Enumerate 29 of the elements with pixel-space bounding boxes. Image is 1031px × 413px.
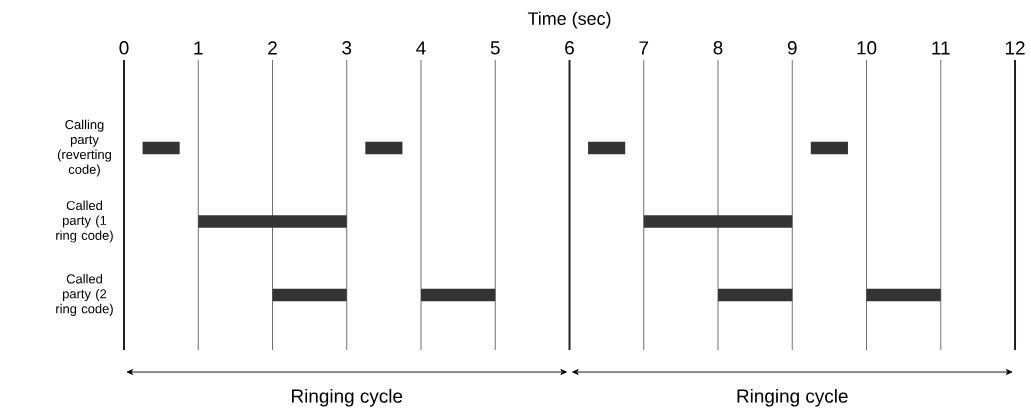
x-tick-label: 8 (713, 41, 723, 55)
y-tick-label: Called party (1 ring code) (56, 200, 113, 243)
x-tick-label: 3 (342, 41, 352, 55)
bar (866, 288, 941, 302)
x-tick-label: 2 (268, 41, 277, 55)
x-tick-label: 6 (565, 41, 574, 55)
x-tick-label: 5 (490, 41, 500, 55)
x-axis-title: Time (sec) (527, 11, 611, 29)
x-tick-label: 1 (194, 41, 203, 55)
bar (643, 215, 793, 228)
x-tick-label: 10 (857, 41, 877, 55)
bar (142, 141, 180, 155)
y-tick-label: Called party (2 ring code) (56, 273, 113, 316)
bar (588, 141, 626, 155)
text: Ringing cycle (737, 388, 848, 407)
bar (810, 141, 848, 155)
bar (421, 288, 496, 302)
x-tick-label: 11 (932, 41, 950, 55)
text: Ringing cycle (292, 388, 403, 407)
bar (365, 141, 403, 155)
x-tick-label: 9 (787, 41, 797, 55)
bar (272, 288, 347, 302)
x-tick-label: 7 (639, 41, 649, 55)
bar (718, 288, 793, 302)
x-tick-label: 4 (416, 41, 426, 55)
x-tick-label: 12 (1005, 41, 1025, 55)
y-tick-label: Calling party (reverting code) (57, 119, 111, 177)
x-tick-label: 0 (119, 41, 129, 55)
bar (198, 215, 347, 228)
